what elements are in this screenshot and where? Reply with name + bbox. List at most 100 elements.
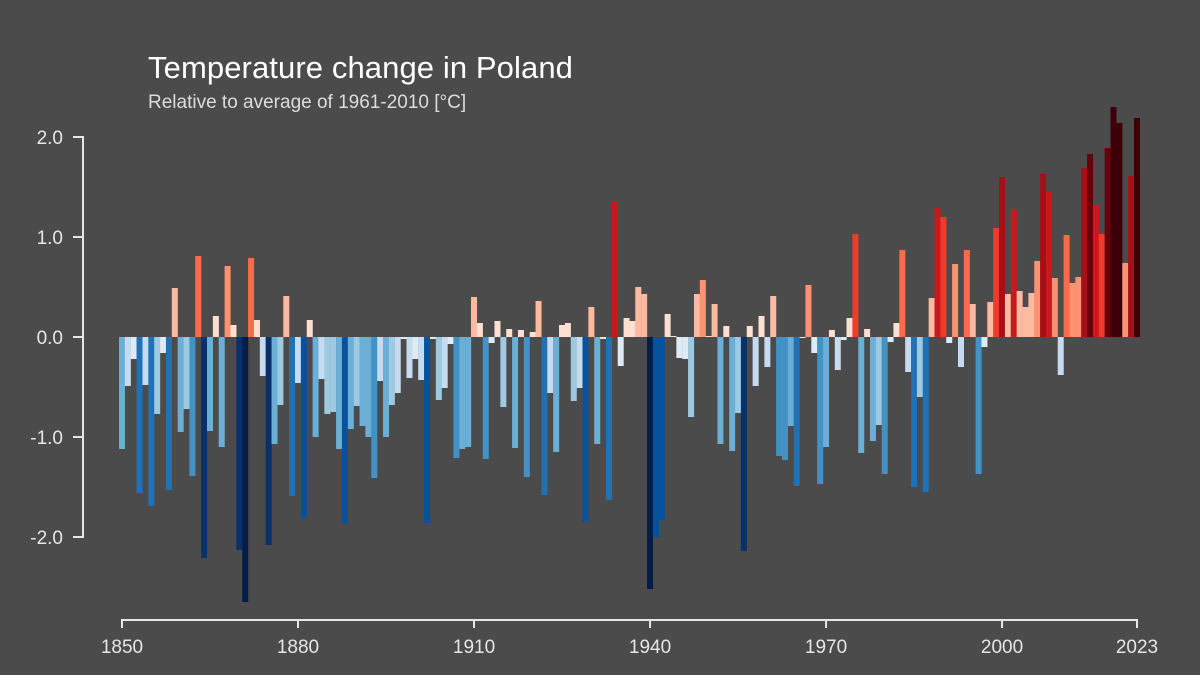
bar-1852	[130, 337, 137, 359]
bar-2016	[1092, 205, 1099, 337]
bar-1877	[277, 337, 284, 405]
y-tick-label: 2.0	[37, 128, 63, 149]
bar-1892	[365, 337, 372, 437]
bar-1880	[295, 337, 302, 383]
bar-1910	[471, 297, 478, 337]
bar-2023	[1134, 118, 1140, 337]
bar-1940	[647, 337, 654, 589]
bar-1920	[529, 332, 536, 337]
bar-1944	[670, 336, 677, 337]
bar-1934	[611, 201, 618, 337]
y-tick-label: -1.0	[30, 428, 63, 449]
bar-1879	[289, 337, 296, 496]
bar-1982	[893, 323, 900, 337]
bar-1957	[746, 326, 753, 337]
bar-1964	[787, 337, 794, 426]
bar-2003	[1016, 291, 1023, 337]
bar-2008	[1045, 192, 1052, 337]
bar-1991	[946, 337, 953, 343]
x-tick-label: 1940	[629, 637, 671, 658]
bar-1898	[400, 337, 407, 339]
bar-2002	[1010, 209, 1017, 337]
bar-1905	[441, 337, 448, 388]
bar-1884	[318, 337, 325, 379]
bar-1943	[664, 314, 671, 337]
bar-1914	[494, 321, 501, 337]
bar-1996	[975, 337, 982, 474]
bar-1972	[834, 337, 841, 370]
bar-1901	[418, 337, 425, 380]
x-tick-label: 1880	[277, 637, 319, 658]
bar-1868	[224, 266, 231, 337]
bars-group	[119, 107, 1140, 602]
bar-1883	[312, 337, 319, 437]
bar-1867	[218, 337, 225, 447]
bar-1870	[236, 337, 243, 550]
bar-1850	[119, 337, 125, 449]
bar-1960	[764, 337, 771, 367]
bar-1875	[265, 337, 272, 545]
bar-1902	[424, 337, 431, 523]
bar-1887	[336, 337, 343, 449]
bar-1894	[377, 337, 384, 381]
bar-1915	[500, 337, 507, 407]
bar-1871	[242, 337, 249, 602]
bar-1975	[852, 234, 859, 337]
bar-1889	[347, 337, 354, 429]
bar-2013	[1075, 277, 1082, 337]
bar-1951	[711, 304, 718, 337]
bar-1979	[875, 337, 882, 425]
bar-2011	[1063, 235, 1070, 337]
bar-1921	[535, 301, 542, 337]
bar-1994	[963, 250, 970, 337]
bar-2001	[1004, 294, 1011, 337]
bar-2009	[1051, 278, 1058, 337]
bar-2012	[1069, 283, 1076, 337]
bar-1900	[412, 337, 419, 359]
bar-1907	[453, 337, 460, 458]
bar-1924	[553, 337, 560, 452]
bar-1881	[300, 337, 307, 518]
bar-1990	[940, 217, 947, 337]
bar-1872	[248, 258, 255, 337]
bar-1956	[740, 337, 747, 551]
bar-1925	[559, 325, 566, 337]
bar-1969	[817, 337, 824, 484]
bar-1993	[957, 337, 964, 367]
bar-2014	[1081, 168, 1088, 337]
bar-1908	[459, 337, 466, 449]
bar-1938	[635, 287, 642, 337]
bar-2000	[999, 177, 1006, 337]
bar-1974	[846, 318, 853, 337]
x-tick-label: 1910	[453, 637, 495, 658]
bar-1906	[447, 337, 454, 344]
bar-2004	[1022, 307, 1029, 337]
bar-1954	[729, 337, 736, 451]
bar-1856	[154, 337, 161, 414]
bar-2010	[1057, 337, 1064, 375]
bar-1989	[934, 208, 941, 337]
bar-1984	[905, 337, 912, 372]
bar-1963	[781, 337, 788, 460]
bar-1897	[394, 337, 401, 393]
bar-1903	[429, 337, 436, 339]
bar-2021	[1122, 263, 1129, 337]
bar-1941	[652, 337, 659, 537]
bar-2022	[1128, 176, 1135, 337]
bar-1930	[588, 307, 595, 337]
x-tick-label: 1970	[805, 637, 847, 658]
bar-1886	[330, 337, 337, 412]
bar-2007	[1040, 174, 1047, 337]
bar-1864	[201, 337, 208, 558]
bar-2005	[1028, 293, 1035, 337]
bar-1865	[207, 337, 214, 431]
bar-1896	[388, 337, 395, 405]
bar-1937	[629, 321, 636, 337]
bar-1967	[805, 285, 812, 337]
bar-1866	[212, 316, 219, 337]
bar-1899	[406, 337, 413, 378]
bar-1966	[799, 337, 806, 338]
bar-1999	[993, 228, 1000, 337]
bar-1936	[623, 318, 630, 337]
bar-1854	[142, 337, 149, 385]
